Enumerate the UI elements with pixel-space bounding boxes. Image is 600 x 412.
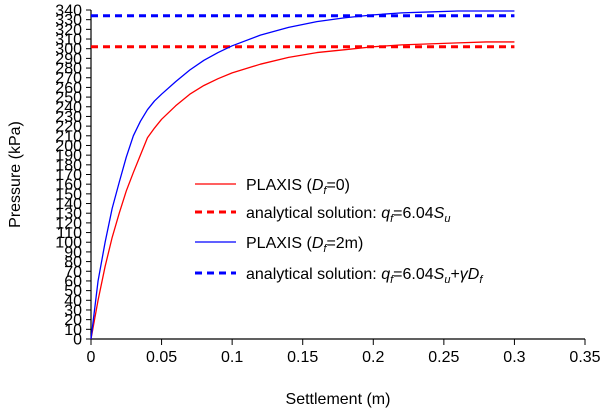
legend-subscript: f bbox=[323, 243, 327, 255]
y-tick-label: 110 bbox=[56, 225, 82, 242]
y-tick-label: 170 bbox=[55, 167, 82, 184]
legend: PLAXIS (Df=0)analytical solution: qf=6.0… bbox=[195, 177, 483, 286]
legend-variable: q bbox=[381, 205, 390, 222]
x-tick-label: 0 bbox=[87, 349, 96, 366]
y-tick-label: 140 bbox=[55, 196, 82, 213]
legend-variable: D bbox=[312, 235, 324, 252]
y-tick-label: 240 bbox=[55, 99, 82, 116]
legend-variable: S bbox=[434, 266, 445, 283]
y-tick-label: 150 bbox=[55, 186, 82, 203]
y-tick-label: 260 bbox=[55, 80, 82, 97]
x-tick-label: 0.15 bbox=[287, 349, 318, 366]
y-tick-label: 80 bbox=[64, 254, 82, 271]
y-tick-label: 210 bbox=[55, 128, 82, 145]
x-axis: 0 0.05 0.1 0.15 0.2 0.25 0.3 0.35 bbox=[87, 338, 600, 366]
y-tick-label: 340 bbox=[55, 3, 82, 20]
legend-label-3: PLAXIS (Df=2m) bbox=[246, 235, 363, 255]
legend-label-1: PLAXIS (Df=0) bbox=[246, 177, 350, 197]
legend-variable: q bbox=[381, 266, 390, 283]
legend-subscript: f bbox=[479, 274, 483, 286]
y-tick-label: 10 bbox=[64, 322, 82, 339]
y-tick-label: 90 bbox=[64, 244, 82, 261]
y-tick-label: 330 bbox=[55, 12, 82, 29]
legend-text-part: PLAXIS ( bbox=[246, 177, 312, 194]
y-tick-label: 200 bbox=[55, 138, 82, 155]
x-tick-label: 0.05 bbox=[146, 349, 177, 366]
legend-text-part: analytical solution: bbox=[246, 205, 381, 222]
y-tick-label: 0 bbox=[73, 332, 82, 349]
y-tick-label: 120 bbox=[55, 215, 82, 232]
series-line-1 bbox=[90, 41, 515, 340]
x-tick-label: 0.2 bbox=[362, 349, 384, 366]
y-tick-label: 20 bbox=[64, 312, 82, 329]
y-axis-title: Pressure (kPa) bbox=[7, 121, 24, 228]
y-tick-label: 290 bbox=[55, 51, 82, 68]
y-tick-label: 190 bbox=[55, 148, 82, 165]
y-tick-label: 70 bbox=[64, 264, 82, 281]
y-tick-label: 300 bbox=[55, 41, 82, 58]
y-tick-label: 60 bbox=[64, 273, 82, 290]
legend-text-part: =0) bbox=[326, 177, 350, 194]
y-tick-label: 180 bbox=[55, 157, 82, 174]
x-axis-title: Settlement (m) bbox=[286, 391, 391, 408]
x-tick-label: 0.25 bbox=[428, 349, 459, 366]
legend-subscript: f bbox=[390, 274, 394, 286]
legend-variable: γD bbox=[460, 266, 480, 283]
legend-label-4: analytical solution: qf=6.04Su+γDf bbox=[246, 266, 483, 286]
y-tick-label: 280 bbox=[55, 61, 82, 78]
legend-subscript: f bbox=[390, 213, 394, 225]
x-tick-label: 0.3 bbox=[503, 349, 525, 366]
y-tick-label: 320 bbox=[55, 22, 82, 39]
series-group bbox=[90, 10, 515, 340]
y-axis: 0102030405060708090100110120130140150160… bbox=[55, 3, 92, 349]
y-tick-label: 250 bbox=[55, 90, 82, 107]
series-line-3 bbox=[90, 10, 515, 340]
x-tick-label: 0.35 bbox=[569, 349, 600, 366]
y-tick-label: 100 bbox=[55, 235, 82, 252]
legend-variable: D bbox=[312, 177, 324, 194]
legend-variable: S bbox=[434, 205, 445, 222]
y-tick-label: 50 bbox=[64, 283, 82, 300]
legend-text-part: + bbox=[450, 266, 459, 283]
legend-text-part: =6.04 bbox=[393, 205, 434, 222]
legend-label-2: analytical solution: qf=6.04Su bbox=[246, 205, 450, 225]
legend-text-part: PLAXIS ( bbox=[246, 235, 312, 252]
y-tick-label: 40 bbox=[64, 293, 82, 310]
x-tick-label: 0.1 bbox=[221, 349, 243, 366]
legend-text-part: =2m) bbox=[326, 235, 363, 252]
y-tick-label: 130 bbox=[55, 206, 82, 223]
y-tick-label: 310 bbox=[55, 32, 82, 49]
legend-text-part: analytical solution: bbox=[246, 266, 381, 283]
legend-text-part: =6.04 bbox=[393, 266, 434, 283]
y-tick-label: 30 bbox=[64, 302, 82, 319]
y-tick-label: 220 bbox=[55, 119, 82, 136]
y-tick-label: 230 bbox=[55, 109, 82, 126]
legend-subscript: u bbox=[444, 213, 450, 225]
legend-subscript: u bbox=[444, 274, 450, 286]
legend-subscript: f bbox=[323, 185, 327, 197]
y-tick-label: 270 bbox=[55, 70, 82, 87]
y-tick-label: 160 bbox=[55, 177, 82, 194]
